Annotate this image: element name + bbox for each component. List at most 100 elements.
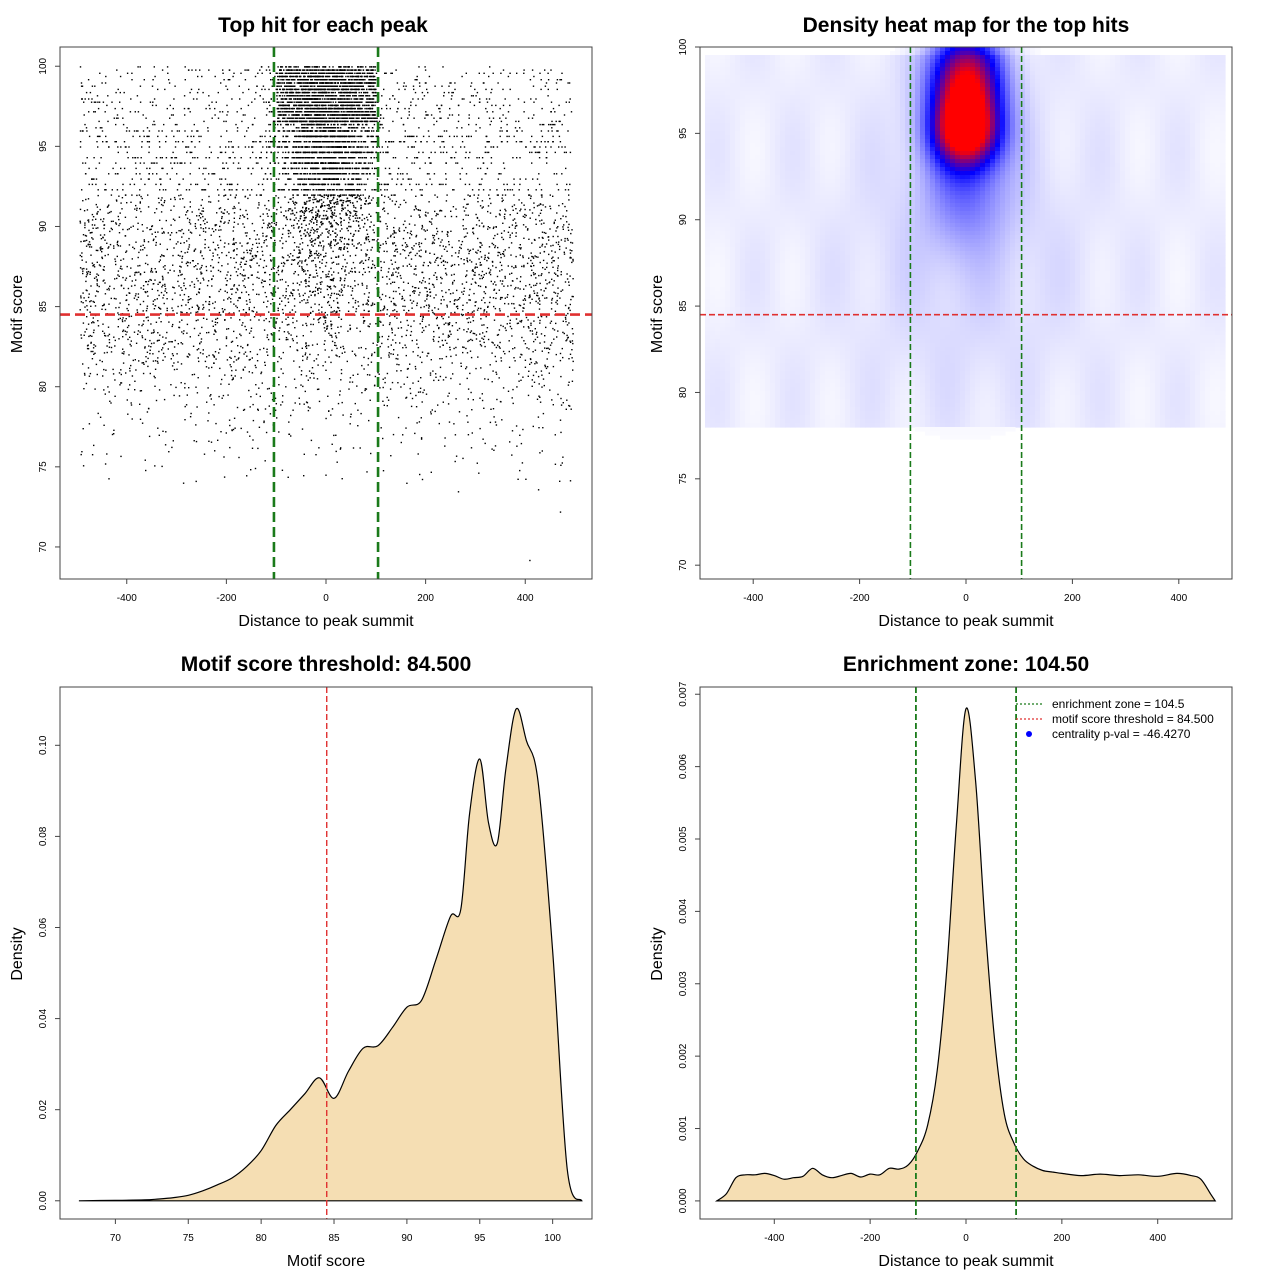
scatter-point <box>378 336 381 338</box>
scatter-point <box>466 331 468 333</box>
scatter-point <box>219 178 221 180</box>
scatter-point <box>569 249 571 251</box>
scatter-point <box>460 362 462 364</box>
scatter-point <box>343 286 345 288</box>
scatter-point <box>130 285 133 287</box>
scatter-point <box>81 252 83 254</box>
scatter-point <box>549 322 552 324</box>
scatter-point <box>489 197 491 200</box>
scatter-point <box>276 208 278 211</box>
scatter-point <box>357 305 360 307</box>
scatter-point <box>137 130 139 132</box>
scatter-point <box>465 207 467 209</box>
scatter-point <box>202 91 204 94</box>
scatter-point <box>274 327 276 329</box>
scatter-point <box>547 141 549 143</box>
scatter-point <box>569 353 572 355</box>
scatter-point <box>461 309 464 311</box>
scatter-point <box>87 198 90 200</box>
scatter-point <box>562 228 564 230</box>
scatter-point <box>354 280 356 282</box>
scatter-point <box>240 345 242 348</box>
scatter-point <box>193 327 196 330</box>
scatter-point <box>485 88 487 91</box>
scatter-point <box>483 309 486 311</box>
scatter-point <box>174 198 176 201</box>
scatter-point <box>199 352 202 354</box>
scatter-point <box>366 374 369 376</box>
scatter-point <box>151 225 153 228</box>
scatter-point <box>419 281 421 283</box>
scatter-point <box>270 259 272 261</box>
scatter-point <box>310 330 312 333</box>
scatter-point <box>126 228 129 231</box>
scatter-point <box>129 343 131 346</box>
scatter-point <box>174 123 177 126</box>
scatter-point <box>166 307 168 310</box>
scatter-point <box>468 317 470 319</box>
scatter-point <box>242 114 244 116</box>
scatter-point <box>492 370 494 372</box>
scatter-point <box>477 197 479 199</box>
scatter-point <box>255 366 257 369</box>
scatter-point <box>461 240 464 243</box>
scatter-point <box>238 85 240 87</box>
scatter-point <box>159 189 161 191</box>
scatter-point <box>387 212 389 215</box>
scatter-point <box>117 88 119 91</box>
scatter-point <box>416 339 418 341</box>
scatter-point <box>330 327 333 330</box>
scatter-point <box>543 123 545 126</box>
scatter-point <box>103 266 105 268</box>
scatter-point <box>500 360 503 362</box>
scatter-point <box>394 261 397 263</box>
scatter-point <box>545 367 548 370</box>
scatter-point <box>426 229 428 231</box>
scatter-point <box>224 178 227 180</box>
scatter-point <box>410 230 412 232</box>
scatter-point <box>337 263 340 265</box>
scatter-point <box>448 241 450 243</box>
scatter-point <box>561 289 564 291</box>
scatter-point <box>169 234 172 236</box>
scatter-point <box>515 222 517 224</box>
scatter-point <box>410 405 413 408</box>
scatter-point <box>318 287 320 289</box>
scatter-point <box>148 345 150 347</box>
scatter-point <box>188 237 190 240</box>
scatter-point <box>557 257 559 259</box>
scatter-point <box>495 215 497 218</box>
scatter-point <box>496 189 498 191</box>
scatter-point <box>148 135 150 138</box>
scatter-point <box>515 232 517 234</box>
scatter-point <box>265 141 267 143</box>
scatter-point <box>187 146 190 148</box>
scatter-point <box>266 388 269 390</box>
scatter-point <box>239 98 241 100</box>
scatter-point <box>161 254 163 256</box>
scatter-point <box>151 233 153 235</box>
scatter-point <box>296 320 298 322</box>
scatter-point <box>129 183 131 186</box>
scatter-point <box>394 255 396 257</box>
scatter-point <box>359 227 361 230</box>
scatter-point <box>334 332 337 334</box>
scatter-point <box>309 353 311 356</box>
scatter-point <box>428 305 431 307</box>
scatter-point <box>117 146 119 148</box>
scatter-point <box>463 263 465 265</box>
scatter-point <box>487 306 489 308</box>
scatter-point <box>233 284 236 286</box>
scatter-point <box>328 276 330 278</box>
scatter-point <box>502 253 505 255</box>
scatter-point <box>271 294 274 296</box>
scatter-point <box>446 342 448 344</box>
scatter-point <box>519 178 521 180</box>
scatter-point <box>265 157 268 159</box>
scatter-point <box>270 151 272 154</box>
scatter-point <box>485 315 487 318</box>
scatter-point <box>481 393 483 395</box>
scatter-point <box>79 220 81 222</box>
scatter-point <box>304 229 306 231</box>
scatter-point <box>199 69 201 71</box>
